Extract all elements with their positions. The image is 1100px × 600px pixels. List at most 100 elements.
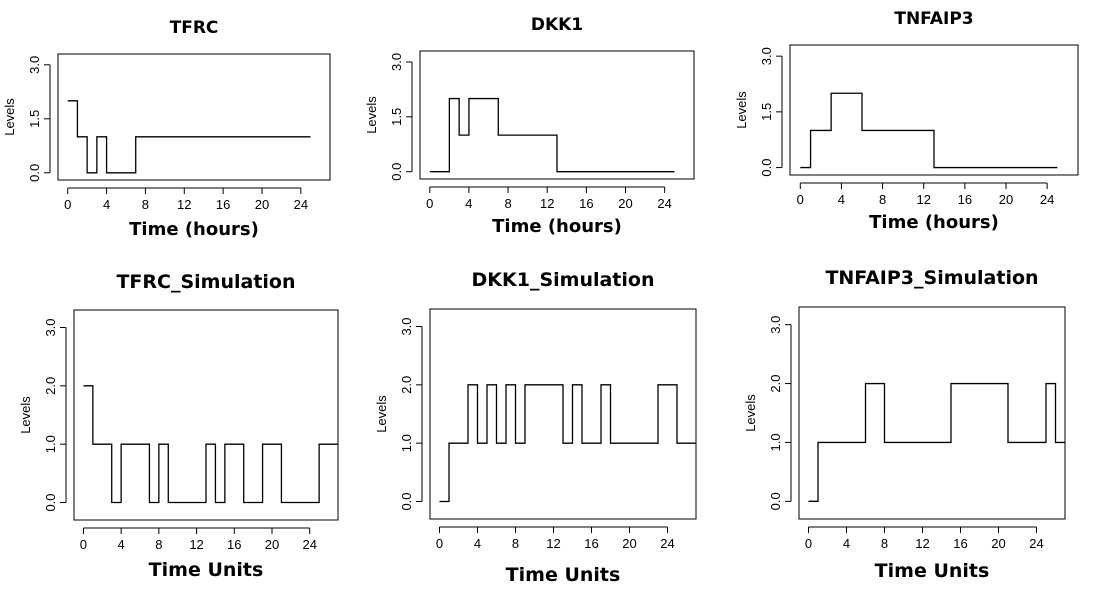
y-axis-label: Levels [364, 96, 379, 134]
y-tick-label: 1.5 [759, 103, 774, 121]
chart-panel: TNFAIP3_Simulation 0 4 8 12 16 20 24 0.0 1.0 2.0 3.… [743, 267, 1066, 582]
x-tick-label: 24 [1040, 192, 1054, 207]
chart-title: TFRC_Simulation [116, 271, 295, 293]
plot-frame [789, 44, 1079, 176]
y-tick-label: 1.5 [27, 110, 42, 128]
x-tick-label: 20 [618, 196, 632, 211]
x-axis-label: Time (hours) [492, 216, 622, 237]
y-tick-label: 0.0 [399, 492, 414, 510]
x-tick-label: 20 [255, 197, 269, 212]
x-tick-label: 0 [805, 536, 812, 551]
y-tick-label: 1.0 [768, 433, 783, 451]
x-axis-label: Time Units [875, 560, 990, 582]
x-axis-label: Time Units [149, 559, 264, 581]
x-tick-label: 16 [958, 192, 972, 207]
x-tick-label: 0 [426, 196, 433, 211]
y-axis-label: Levels [2, 98, 17, 136]
x-tick-label: 12 [915, 536, 929, 551]
y-tick-label: 2.0 [399, 376, 414, 394]
y-tick-label: 3.0 [768, 316, 783, 334]
y-tick-label: 0.0 [43, 493, 58, 511]
y-tick-label: 3.0 [43, 318, 58, 336]
chart-panel: TFRC_Simulation 0 4 8 12 16 20 24 0.0 1.0 2.0 3.0 Le… [18, 271, 339, 581]
y-tick-label: 0.0 [768, 492, 783, 510]
x-tick-label: 4 [838, 192, 845, 207]
plot-frame [798, 306, 1066, 520]
chart-panel: DKK1_Simulation 0 4 8 12 16 20 24 0.0 1.0 2.0 3.0 Le… [374, 269, 697, 586]
plot-frame [429, 308, 697, 520]
chart-panel: DKK1 0 4 8 12 16 20 24 0.0 1.5 3.0 Levels Time (hour… [364, 15, 695, 237]
y-axis-label: Levels [374, 395, 389, 433]
x-tick-label: 8 [879, 192, 886, 207]
y-tick-label: 3.0 [27, 56, 42, 74]
x-tick-label: 0 [64, 197, 71, 212]
chart-panel: TNFAIP3 0 4 8 12 16 20 24 0.0 1.5 3.0 Levels Time (h… [734, 9, 1079, 233]
plot-frame [73, 309, 339, 521]
x-tick-label: 8 [512, 536, 519, 551]
y-tick-label: 1.0 [43, 435, 58, 453]
x-tick-label: 16 [584, 536, 598, 551]
x-tick-label: 8 [155, 537, 162, 552]
x-axis-label: Time (hours) [129, 219, 259, 240]
x-tick-label: 16 [216, 197, 230, 212]
y-tick-label: 3.0 [399, 317, 414, 335]
x-tick-label: 4 [474, 536, 481, 551]
y-tick-label: 1.5 [389, 108, 404, 126]
series-line [83, 385, 338, 504]
x-tick-label: 16 [953, 536, 967, 551]
x-tick-label: 4 [103, 197, 110, 212]
plot-frame [419, 50, 695, 180]
x-tick-label: 0 [436, 536, 443, 551]
x-tick-label: 12 [916, 192, 930, 207]
y-tick-label: 0.0 [759, 159, 774, 177]
x-tick-label: 20 [991, 536, 1005, 551]
series-line [808, 382, 1065, 502]
x-tick-label: 0 [80, 537, 87, 552]
x-tick-label: 12 [546, 536, 560, 551]
x-tick-label: 4 [118, 537, 125, 552]
series-line [67, 100, 311, 174]
chart-panel: TFRC 0 4 8 12 16 20 24 0.0 1.5 3.0 Levels Time (hour… [2, 18, 331, 240]
y-axis-label: Levels [18, 396, 33, 434]
x-tick-label: 16 [579, 196, 593, 211]
y-tick-label: 1.0 [399, 434, 414, 452]
y-tick-label: 2.0 [43, 377, 58, 395]
chart-title: TNFAIP3 [894, 9, 973, 29]
x-tick-label: 24 [1029, 536, 1043, 551]
x-tick-label: 12 [540, 196, 554, 211]
x-tick-label: 24 [302, 537, 316, 552]
x-tick-label: 24 [660, 536, 674, 551]
x-tick-label: 16 [227, 537, 241, 552]
x-tick-label: 12 [177, 197, 191, 212]
x-tick-label: 24 [294, 197, 308, 212]
x-tick-label: 12 [189, 537, 203, 552]
x-tick-label: 20 [999, 192, 1013, 207]
y-tick-label: 3.0 [389, 53, 404, 71]
chart-title: TNFAIP3_Simulation [825, 267, 1038, 289]
chart-title: DKK1 [531, 15, 583, 35]
y-tick-label: 0.0 [27, 164, 42, 182]
x-tick-label: 8 [881, 536, 888, 551]
x-tick-label: 8 [142, 197, 149, 212]
series-line [429, 97, 675, 173]
x-tick-label: 0 [797, 192, 804, 207]
x-tick-label: 8 [504, 196, 511, 211]
y-tick-label: 0.0 [389, 163, 404, 181]
x-axis-label: Time (hours) [869, 212, 999, 233]
series-line [439, 384, 696, 503]
y-axis-label: Levels [734, 91, 749, 129]
x-tick-label: 20 [265, 537, 279, 552]
x-axis-label: Time Units [506, 564, 621, 586]
x-tick-label: 20 [622, 536, 636, 551]
y-tick-label: 3.0 [759, 47, 774, 65]
y-tick-label: 2.0 [768, 375, 783, 393]
x-tick-label: 4 [843, 536, 850, 551]
series-line [800, 92, 1058, 169]
y-axis-label: Levels [743, 394, 758, 432]
chart-title: TFRC [170, 18, 219, 38]
x-tick-label: 4 [465, 196, 472, 211]
plot-frame [57, 53, 331, 181]
x-tick-label: 24 [657, 196, 671, 211]
